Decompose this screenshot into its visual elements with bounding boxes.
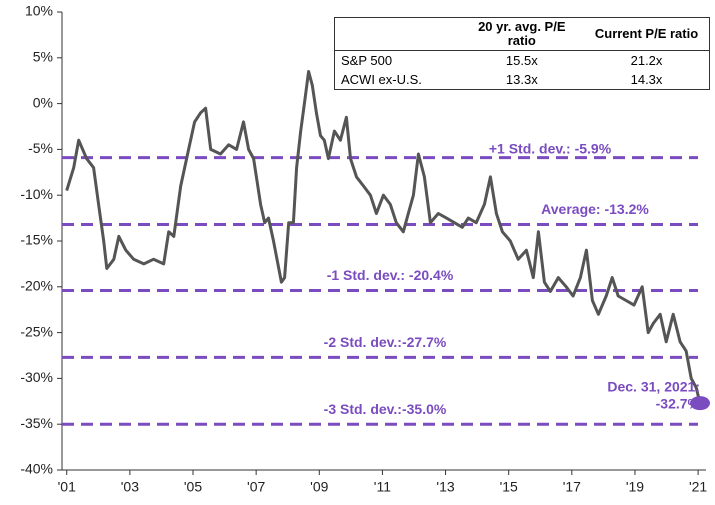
x-tick-label: '05 [184, 479, 202, 495]
x-tick-label: '11 [374, 479, 391, 495]
y-tick-label: -5% [28, 140, 53, 156]
y-tick-label: 10% [25, 3, 53, 19]
header-cell: Current P/E ratio [584, 17, 710, 51]
table-row: ACWI ex-U.S. 13.3x 14.3x [335, 70, 710, 90]
x-tick-label: '03 [121, 479, 139, 495]
y-tick-label: -15% [20, 232, 53, 248]
reference-label: -2 Std. dev.:-27.7% [324, 334, 447, 350]
x-tick-label: '01 [58, 479, 76, 495]
x-tick-label: '15 [500, 479, 518, 495]
reference-label: -3 Std. dev.:-35.0% [324, 401, 447, 417]
header-cell [334, 17, 460, 51]
reference-label: Average: -13.2% [541, 201, 649, 217]
annotation: -32.7% [656, 396, 701, 412]
y-tick-label: -20% [20, 278, 53, 294]
table-cell: 14.3x [630, 72, 663, 87]
end-point [690, 396, 711, 411]
x-tick-label: '13 [436, 479, 454, 495]
line [65, 70, 702, 404]
header-cell: 20 yr. avg. P/E ratio [459, 17, 585, 51]
y-tick-label: -10% [20, 186, 53, 202]
y-tick-label: -35% [20, 415, 53, 431]
header-row: 20 yr. avg. P/E ratio Current P/E ratio [334, 17, 710, 51]
y-tick-label: -40% [20, 461, 53, 477]
x-tick-label: '19 [626, 479, 644, 495]
table-cell: S&P 500 [341, 53, 393, 68]
y-tick-label: -30% [20, 369, 53, 385]
table-cell: ACWI ex-U.S. [341, 72, 422, 87]
reference-label: -1 Std. dev.: -20.4% [327, 267, 454, 283]
reference-label: +1 Std. dev.: -5.9% [489, 140, 612, 156]
annotation: Dec. 31, 2021: [607, 379, 700, 395]
table-cell: 21.2x [630, 53, 663, 68]
y-tick-label: 0% [33, 94, 53, 110]
x-tick-label: '17 [563, 479, 581, 495]
table-cell: 15.5x [505, 53, 538, 68]
y-tick-label: -25% [20, 323, 53, 339]
pe-table: 20 yr. avg. P/E ratio Current P/E ratio S&… [334, 17, 710, 90]
x-tick-label: '09 [310, 479, 328, 495]
table-cell: 13.3x [505, 72, 538, 87]
x-tick-label: '07 [247, 479, 265, 495]
x-tick-label: '21 [689, 479, 707, 495]
y-tick-label: 5% [33, 49, 53, 65]
table-row: S&P 500 15.5x 21.2x [335, 51, 710, 71]
